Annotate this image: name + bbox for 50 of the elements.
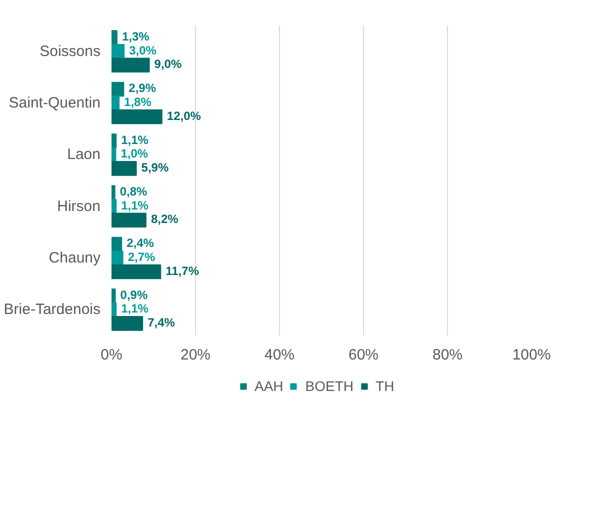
data-label: 1,1% xyxy=(121,132,149,147)
bar xyxy=(112,302,117,318)
data-label: 0,9% xyxy=(120,288,148,302)
bar xyxy=(112,96,120,110)
bar xyxy=(112,212,146,228)
bar xyxy=(112,30,118,45)
data-label: 9,0% xyxy=(154,57,182,72)
x-tick-label: 100% xyxy=(512,346,551,364)
x-tick-label: 60% xyxy=(348,346,379,364)
bar xyxy=(112,250,124,266)
bar xyxy=(112,185,116,200)
bar xyxy=(112,58,150,72)
y-tick-label: Laon xyxy=(67,146,101,164)
data-label: 2,7% xyxy=(128,250,156,264)
legend-label: BOETH xyxy=(305,378,354,394)
y-tick-label: Saint-Quentin xyxy=(8,94,101,112)
bar xyxy=(112,44,125,59)
bar xyxy=(112,134,117,148)
data-label: 1,3% xyxy=(122,30,150,44)
legend-label: TH xyxy=(376,378,396,394)
bar xyxy=(112,82,124,97)
x-tick-label: 80% xyxy=(432,346,463,364)
x-tick-label: 20% xyxy=(180,346,211,364)
y-tick-label: Brie-Tardenois xyxy=(4,301,101,318)
data-label: 0,8% xyxy=(120,184,148,199)
bar xyxy=(112,264,162,280)
data-label: 7,4% xyxy=(148,315,176,330)
bar xyxy=(112,288,116,304)
data-label: 2,9% xyxy=(128,81,156,96)
x-tick-label: 40% xyxy=(264,346,295,364)
bar xyxy=(112,316,144,331)
data-label: 1,8% xyxy=(124,95,152,109)
data-label: 2,4% xyxy=(126,236,154,250)
bar xyxy=(112,161,137,176)
bar xyxy=(112,198,117,214)
y-tick-label: Chauny xyxy=(48,250,101,266)
data-label: 3,0% xyxy=(129,43,157,58)
data-label: 11,7% xyxy=(166,264,200,278)
bar xyxy=(112,109,162,124)
data-label: 1,1% xyxy=(121,198,149,212)
y-tick-label: Hirson xyxy=(57,198,101,215)
data-label: 5,9% xyxy=(141,160,169,174)
data-label: 8,2% xyxy=(150,212,179,226)
data-label: 12,0% xyxy=(166,108,202,123)
legend-label: AAH xyxy=(254,378,284,394)
y-tick-label: Soissons xyxy=(40,42,101,60)
data-label: 1,1% xyxy=(121,302,149,316)
bar xyxy=(112,236,122,252)
data-label: 1,0% xyxy=(120,146,148,161)
x-tick-label: 0% xyxy=(100,346,122,364)
